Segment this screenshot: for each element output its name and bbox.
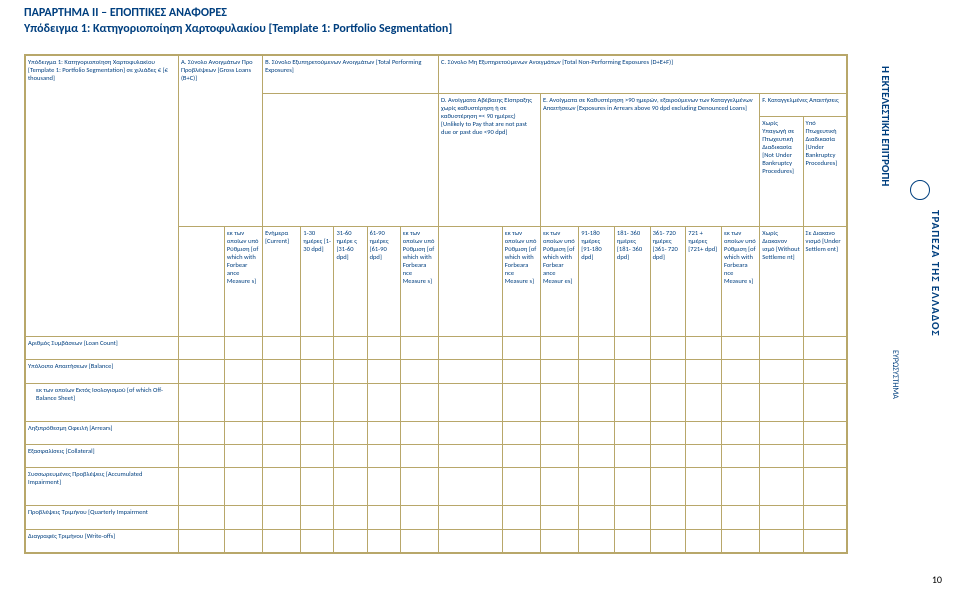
col-a-header: Α. Σύνολο Ανοιγμάτων Προ Προβλέψεων [Gro…	[178, 56, 262, 227]
col-f-sub1a: Χωρίς Διακανον ισμό [Without Settleme nt…	[760, 227, 803, 337]
col-e-sub4: 721 + ημέρες [721+ dpd]	[686, 227, 722, 337]
table-row-label: Εξασφαλίσεις [Collateral]	[26, 444, 179, 467]
col-e-sub0: εκ των οποίων υπό Ρύθμιση [of which with…	[540, 227, 578, 337]
table-row-label: Υπόλοιπο Απαιτήσεων [Balance]	[26, 360, 179, 383]
stub-title: Υπόδειγμα 1: Κατηγοριοποίηση Χαρτοφυλακί…	[26, 56, 179, 337]
col-b-sub3: 31-60 ημέρε ς [31-60 dpd]	[334, 227, 367, 337]
col-f-sub2: Υπό Πτωχευτική Διαδικασία [Under Bankrup…	[803, 117, 846, 227]
main-table: Υπόδειγμα 1: Κατηγοριοποίηση Χαρτοφυλακί…	[24, 54, 848, 554]
col-c-header: C. Σύνολο Μη Εξυπηρετούμενων Ανοιγμάτων …	[439, 56, 847, 94]
col-d-header: D. Ανοίγματα Αβέβαιης Είσπραξης χωρίς κα…	[439, 93, 541, 226]
committee-label: Η ΕΚΤΕΛΕΣΤΙΚΗ ΕΠΙΤΡΟΠΗ	[879, 66, 892, 186]
page-subtitle: Υπόδειγμα 1: Κατηγοριοποίηση Χαρτοφυλακί…	[0, 22, 960, 42]
col-a-sub: εκ των οποίων υπό Ρύθμιση [of which with…	[224, 227, 262, 337]
col-f-sub1b: Σε Διακανο νισμό [Under Settlem ent]	[803, 227, 846, 337]
page-number: 10	[932, 573, 942, 586]
col-d-sub: εκ των οποίων υπό Ρύθμιση [of which with…	[502, 227, 540, 337]
right-sidebar: Η ΕΚΤΕΛΕΣΤΙΚΗ ΕΠΙΤΡΟΠΗ ΤΡΑΠΕΖΑ ΤΗΣ ΕΛΛΑΔ…	[860, 0, 960, 592]
col-e-sub2: 181- 360 ημέρες [181- 360 dpd]	[614, 227, 650, 337]
col-f-header: F. Καταγγελμένες Απαιτήσεις	[760, 93, 847, 116]
table-row-label: Ληξιπρόθεσμη Οφειλή [Arrears]	[26, 421, 179, 444]
col-b-sub5: εκ των οποίων υπό Ρύθμιση [of which with…	[400, 227, 438, 337]
col-e-sub3: 361- 720 ημέρες [361- 720 dpd]	[650, 227, 686, 337]
table-row-label: εκ των οποίων Εκτός Ισολογισμού [of whic…	[26, 383, 179, 421]
page-title: ΠΑΡΑΡΤΗΜΑ ΙΙ – ΕΠΟΠΤΙΚΕΣ ΑΝΑΦΟΡΕΣ	[0, 0, 960, 22]
eurosystem-label: ΕΥΡΩΣΥΣΤΗΜΑ	[890, 350, 900, 399]
col-b-sub4: 61-90 ημέρες [61-90 dpd]	[367, 227, 400, 337]
col-b-header: B. Σύνολο Εξυπηρετούμενων Ανοιγμάτων [To…	[263, 56, 439, 94]
table-row-label: Αριθμός Συμβάσεων [Loan Count]	[26, 336, 179, 359]
col-e-sub5: εκ των οποίων υπό Ρύθμιση [of which with…	[721, 227, 759, 337]
table-row-label: Συσσωρευμένες Προβλέψεις [Accumulated Im…	[26, 468, 179, 506]
col-e-sub1: 91-180 ημέρες [91-180 dpd]	[579, 227, 615, 337]
table-row-label: Διαγραφές Τριμήνου [Write-offs]	[26, 529, 179, 552]
col-e-header: E. Ανοίγματα σε Καθυστέρηση >90 ημερών, …	[540, 93, 759, 226]
bank-crest-icon	[910, 180, 930, 200]
bank-name: ΤΡΑΠΕΖΑ ΤΗΣ ΕΛΛΑΔΟΣ	[929, 210, 942, 337]
table-row-label: Προβλέψεις Τριμήνου [Quarterly Impairmen…	[26, 506, 179, 529]
col-b-sub2: 1-30 ημέρες [1- 30 dpd]	[301, 227, 334, 337]
col-b-sub1: Ενήμερα [Current]	[263, 227, 301, 337]
col-f-sub1: Χωρίς Υπαγωγή σε Πτωχευτική Διαδικασία […	[760, 117, 803, 227]
